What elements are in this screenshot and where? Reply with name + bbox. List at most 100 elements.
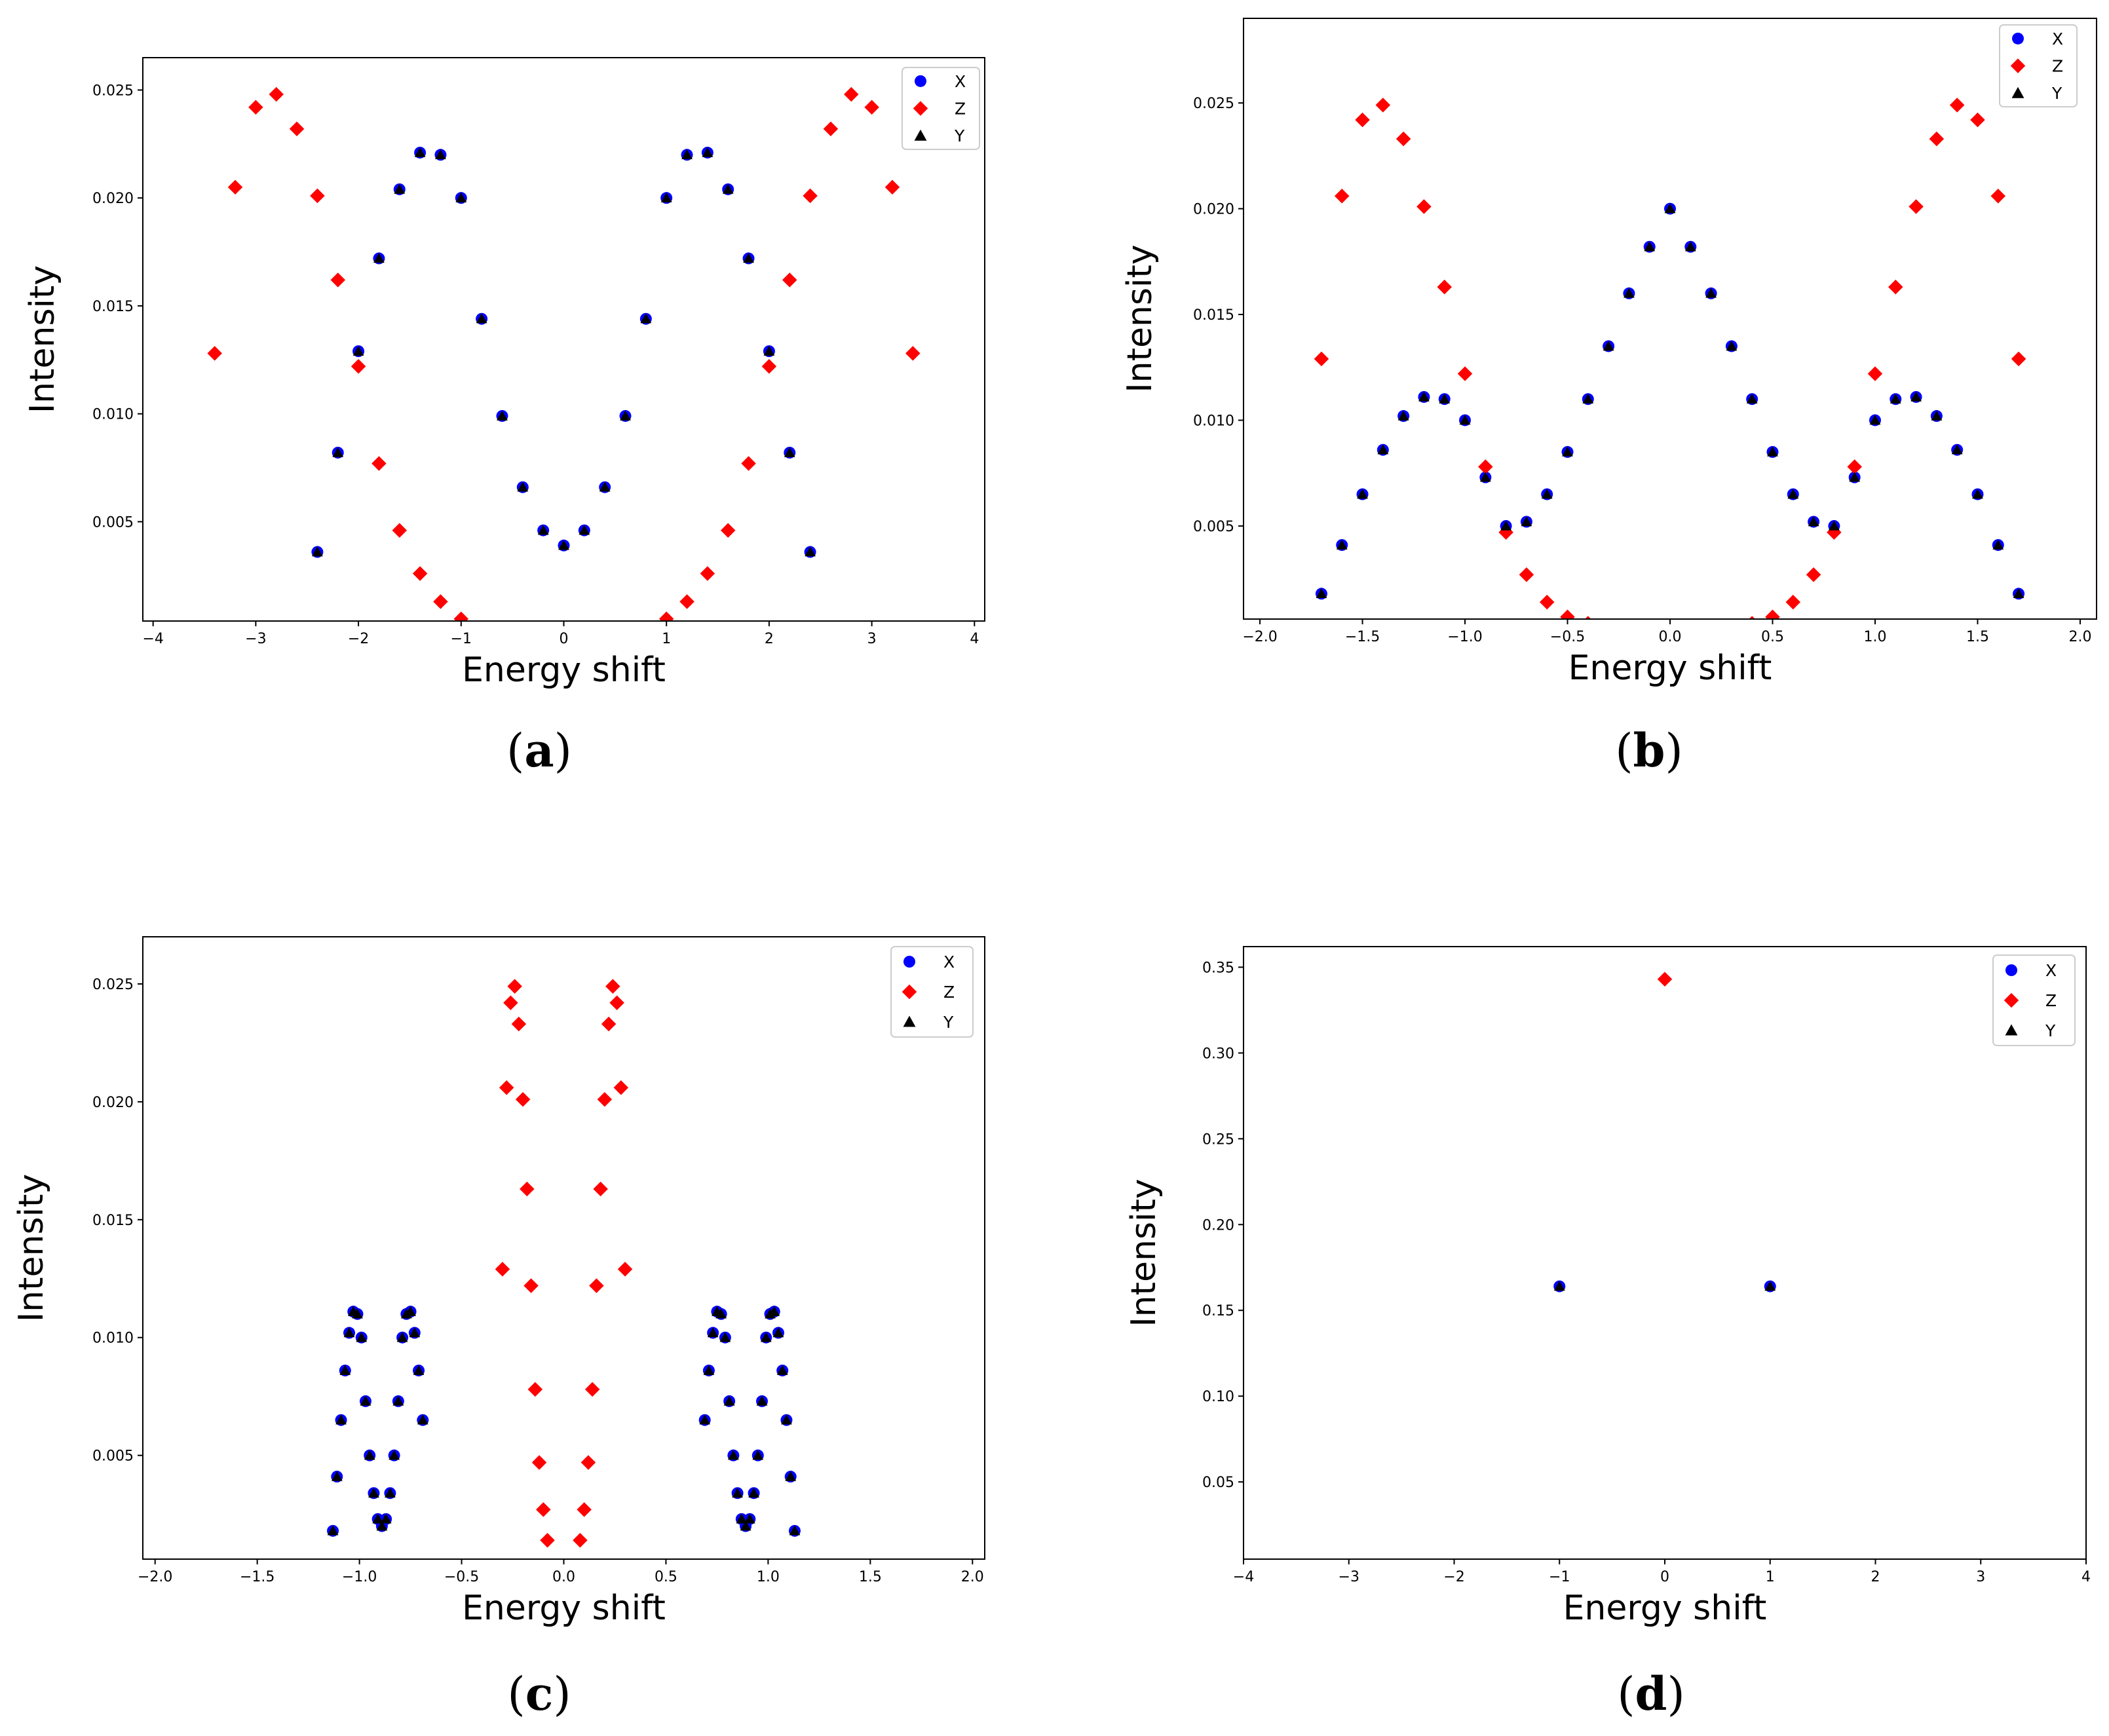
y-tick-label: 0.010 [1193,413,1234,429]
data-point-y [335,1414,347,1425]
data-point-y [579,525,590,535]
y-axis-label: Intensity [12,1174,51,1322]
x-tick-label: −1.5 [1345,629,1380,645]
data-point-y [1500,520,1512,531]
data-point-y [343,1327,355,1338]
data-point-z [536,1502,551,1517]
legend-label-x: X [943,953,955,972]
data-point-z [1355,112,1370,128]
data-point-z [1806,567,1821,582]
data-point-z [1749,616,1755,619]
data-point-z [289,121,305,136]
legend-marker-y [914,129,927,141]
data-point-z [1334,188,1350,204]
y-tick-label: 0.020 [1193,202,1234,218]
data-point-z [584,1382,600,1397]
data-point-z [1888,279,1903,295]
data-point-z [248,100,263,115]
data-point-y [327,1525,339,1536]
legend-marker-x [903,956,915,968]
data-point-y [707,1327,719,1338]
x-tick-label: 0.5 [1761,629,1784,645]
x-tick-label: −0.5 [1550,629,1585,645]
caption-letter: c [525,1667,554,1721]
legend-marker-y [2005,1024,2018,1036]
data-point-y [364,1450,375,1460]
data-point-y [373,253,385,263]
caption-letter: d [1635,1667,1667,1721]
data-point-y [376,1520,388,1531]
legend-marker-y [903,1015,916,1027]
data-point-y [769,1306,780,1316]
legend-marker-z [913,101,928,116]
panel-caption: (d) [1617,1667,1685,1721]
data-point-y [405,1306,416,1316]
data-point-z [782,273,797,288]
y-tick-label: 0.025 [1193,96,1234,112]
y-tick-label: 0.25 [1202,1131,1234,1148]
data-point-y [1521,516,1532,527]
data-point-y [1767,446,1778,457]
x-axis-label: Energy shift [462,1589,666,1628]
data-point-z [330,273,345,288]
plot-area [327,979,801,1548]
data-point-y [1624,288,1635,298]
caption-paren-close: ) [554,724,572,778]
caption-letter: b [1633,723,1665,778]
legend-marker-y [2011,86,2024,98]
data-point-z [741,456,756,471]
data-point-y [1377,444,1389,455]
data-point-z [351,358,366,374]
data-point-y [1828,520,1840,531]
legend-box [1992,954,2076,1046]
data-point-y [744,1513,755,1524]
series-z [1657,972,1673,987]
x-tick-label: 3 [1976,1569,1985,1585]
data-point-z [1785,594,1801,610]
data-point-z [531,1455,547,1470]
data-point-y [356,1332,368,1342]
data-point-z [371,456,387,471]
x-tick-label: −1.5 [240,1569,275,1585]
data-point-y [352,345,364,356]
y-tick-label: 0.010 [92,1330,134,1347]
x-tick-label: −3 [245,631,266,647]
data-point-z [679,594,694,609]
y-tick-label: 0.020 [92,191,134,207]
data-point-y [1746,393,1758,404]
data-point-z [1657,972,1673,987]
y-axis-label: Intensity [23,265,62,413]
legend: XZY [890,946,974,1038]
x-tick-label: 0.0 [552,1569,575,1585]
x-tick-label: −2.0 [1242,629,1277,645]
data-point-y [760,1332,772,1342]
data-point-y [476,313,487,324]
data-point-y [699,1414,711,1425]
data-point-y [537,525,549,535]
legend-label-z: Z [943,983,955,1002]
legend-label-z: Z [955,100,966,119]
caption-paren-open: ( [507,1667,525,1721]
series-z [495,979,633,1548]
x-tick-label: 1 [1766,1569,1775,1585]
data-point-z [511,1016,527,1032]
data-point-y [732,1487,744,1498]
x-tick-label: 0.5 [655,1569,677,1585]
legend-marker-z [2010,58,2026,73]
data-point-z [2011,351,2026,367]
data-point-z [507,979,522,994]
data-point-z [269,86,284,102]
data-point-y [785,1471,797,1481]
y-tick-label: 0.15 [1202,1303,1234,1319]
x-tick-label: 1.5 [859,1569,882,1585]
legend: XZY [1999,24,2078,107]
data-point-z [884,179,900,195]
caption-paren-close: ) [553,1667,571,1721]
data-point-z [495,1262,510,1277]
data-point-y [740,1520,751,1531]
y-tick-label: 0.005 [1193,519,1234,535]
data-point-y [776,1365,788,1375]
data-point-y [1562,446,1573,457]
panel-caption: (c) [507,1667,571,1721]
data-point-y [392,1395,404,1406]
